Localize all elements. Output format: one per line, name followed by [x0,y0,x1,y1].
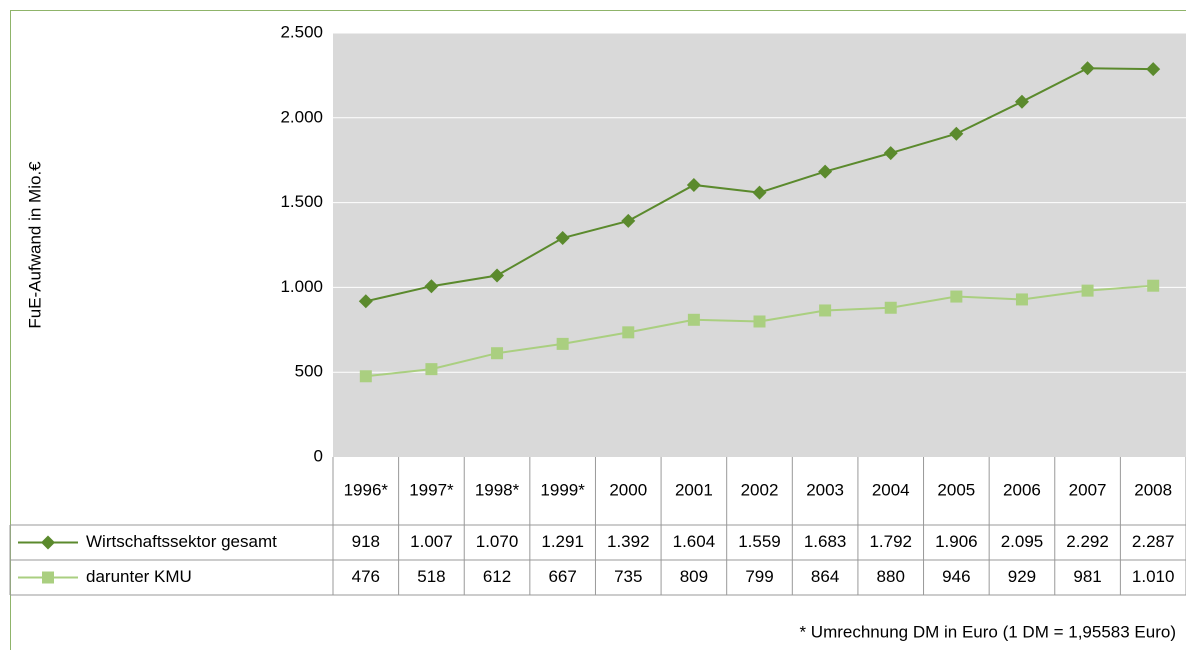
data-table-value: 981 [1073,567,1101,586]
data-point [752,185,767,200]
data-table-value: 1.559 [738,532,781,551]
y-tick-label: 2.500 [280,22,323,41]
data-table-value: 918 [352,532,380,551]
data-table-value: 1.010 [1132,567,1175,586]
data-point [1015,293,1028,306]
data-point [819,304,832,317]
x-tick-label: 1998* [475,480,520,499]
data-table-value: 1.007 [410,532,453,551]
x-tick-label: 2007 [1069,480,1107,499]
data-point [556,337,569,350]
data-point [425,363,438,376]
data-table-value: 476 [352,567,380,586]
data-table-value: 799 [745,567,773,586]
data-point [621,213,636,228]
y-tick-label: 1.500 [280,192,323,211]
data-table-value: 1.604 [673,532,716,551]
legend-marker [42,571,54,584]
data-point [818,164,833,179]
data-point [1080,61,1095,76]
data-table-value: 946 [942,567,970,586]
x-tick-label: 2002 [741,480,779,499]
y-tick-label: 1.000 [280,277,323,296]
y-axis-label: FuE-Aufwand in Mio.€ [25,161,44,329]
x-tick-label: 2001 [675,480,713,499]
data-point [1146,62,1161,77]
legend-label: Wirtschaftssektor gesamt [86,532,277,551]
x-tick-label: 2000 [609,480,647,499]
x-tick-label: 2008 [1134,480,1172,499]
data-table-value: 864 [811,567,839,586]
chart-frame [10,10,1186,650]
data-table-value: 667 [548,567,576,586]
data-table-value: 612 [483,567,511,586]
data-table-value: 929 [1008,567,1036,586]
x-tick-label: 1997* [409,480,454,499]
x-tick-label: 1999* [540,480,585,499]
data-point [950,290,963,303]
data-table-value: 809 [680,567,708,586]
legend-marker [41,535,55,550]
data-point [490,268,505,283]
y-tick-label: 2.000 [280,107,323,126]
data-point [491,347,504,360]
data-table-value: 880 [877,567,905,586]
data-table-value: 1.392 [607,532,650,551]
data-table-value: 2.287 [1132,532,1175,551]
data-point [686,177,701,192]
y-tick-label: 0 [314,446,323,465]
x-tick-label: 2006 [1003,480,1041,499]
data-table-value: 2.292 [1066,532,1109,551]
data-point [949,126,964,141]
data-table-value: 1.683 [804,532,847,551]
y-tick-label: 500 [295,362,323,381]
data-point [1081,284,1094,297]
data-point [884,301,897,314]
data-point [753,315,766,328]
data-point [687,313,700,326]
data-table-value: 1.070 [476,532,519,551]
data-table-value: 1.291 [541,532,584,551]
footnote: * Umrechnung DM in Euro (1 DM = 1,95583 … [799,622,1176,641]
legend-label: darunter KMU [86,567,192,586]
x-tick-label: 2003 [806,480,844,499]
data-point [555,231,570,246]
data-point [424,279,439,294]
x-tick-label: 1996* [344,480,389,499]
data-table-value: 518 [417,567,445,586]
data-point [622,326,635,339]
data-table-value: 1.792 [869,532,912,551]
data-point [358,294,373,309]
plot-area [333,33,1186,457]
data-point [1147,279,1160,292]
x-tick-label: 2005 [937,480,975,499]
data-table-value: 1.906 [935,532,978,551]
x-tick-label: 2004 [872,480,910,499]
data-table-value: 2.095 [1001,532,1044,551]
data-point [883,146,898,161]
data-table-value: 735 [614,567,642,586]
data-point [359,370,372,383]
data-point [1014,94,1029,109]
